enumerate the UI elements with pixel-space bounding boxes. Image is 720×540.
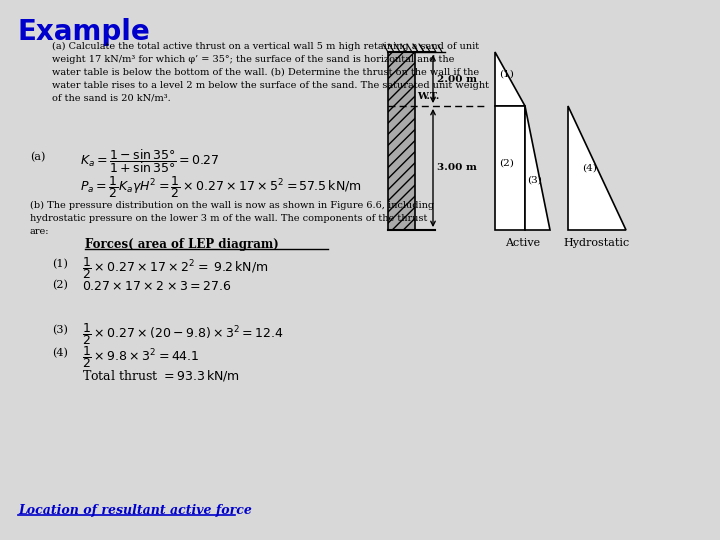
Bar bbox=[388, 52, 415, 230]
Text: (b) The pressure distribution on the wall is now as shown in Figure 6.6, includi: (b) The pressure distribution on the wal… bbox=[30, 201, 434, 236]
Text: 3.00 m: 3.00 m bbox=[437, 164, 477, 172]
Text: W.T.: W.T. bbox=[417, 92, 439, 101]
Text: Hydrostatic: Hydrostatic bbox=[564, 238, 630, 248]
Polygon shape bbox=[495, 106, 525, 230]
Polygon shape bbox=[495, 52, 525, 106]
Text: (3): (3) bbox=[52, 325, 68, 335]
Text: Location of resultant active force: Location of resultant active force bbox=[18, 504, 252, 517]
Text: (a): (a) bbox=[30, 152, 45, 163]
Text: (1): (1) bbox=[499, 70, 514, 79]
Text: (1): (1) bbox=[52, 259, 68, 269]
Text: 2.00 m: 2.00 m bbox=[437, 75, 477, 84]
Text: (4): (4) bbox=[52, 348, 68, 359]
Text: Forces( area of LEP diagram): Forces( area of LEP diagram) bbox=[85, 238, 279, 251]
Text: Total thrust $= 93.3\,\mathrm{kN/m}$: Total thrust $= 93.3\,\mathrm{kN/m}$ bbox=[82, 368, 240, 383]
Text: (4): (4) bbox=[582, 164, 597, 172]
Polygon shape bbox=[568, 106, 626, 230]
Text: $\dfrac{1}{2} \times 0.27 \times 17 \times 2^2 = \;9.2\,\mathrm{kN/m}$: $\dfrac{1}{2} \times 0.27 \times 17 \tim… bbox=[82, 255, 269, 281]
Text: $\dfrac{1}{2} \times 0.27 \times (20-9.8) \times 3^2 = 12.4$: $\dfrac{1}{2} \times 0.27 \times (20-9.8… bbox=[82, 321, 284, 347]
Text: $P_a = \dfrac{1}{2}K_a\gamma H^2 = \dfrac{1}{2} \times 0.27 \times 17 \times 5^2: $P_a = \dfrac{1}{2}K_a\gamma H^2 = \dfra… bbox=[80, 174, 361, 200]
Text: $0.27 \times 17 \times 2 \times 3 = 27.6$: $0.27 \times 17 \times 2 \times 3 = 27.6… bbox=[82, 280, 231, 293]
Text: $K_a = \dfrac{1-\sin 35°}{1+\sin 35°} = 0.27$: $K_a = \dfrac{1-\sin 35°}{1+\sin 35°} = … bbox=[80, 147, 220, 175]
Text: Example: Example bbox=[18, 18, 150, 46]
Text: (3): (3) bbox=[527, 176, 542, 185]
Text: (2): (2) bbox=[52, 280, 68, 291]
Text: (a) Calculate the total active thrust on a vertical wall 5 m high retaining a sa: (a) Calculate the total active thrust on… bbox=[52, 42, 489, 103]
Text: (2): (2) bbox=[499, 159, 514, 167]
Text: Active: Active bbox=[505, 238, 540, 248]
Text: $\dfrac{1}{2} \times 9.8 \times 3^2 = 44.1$: $\dfrac{1}{2} \times 9.8 \times 3^2 = 44… bbox=[82, 344, 199, 370]
Polygon shape bbox=[525, 106, 550, 230]
